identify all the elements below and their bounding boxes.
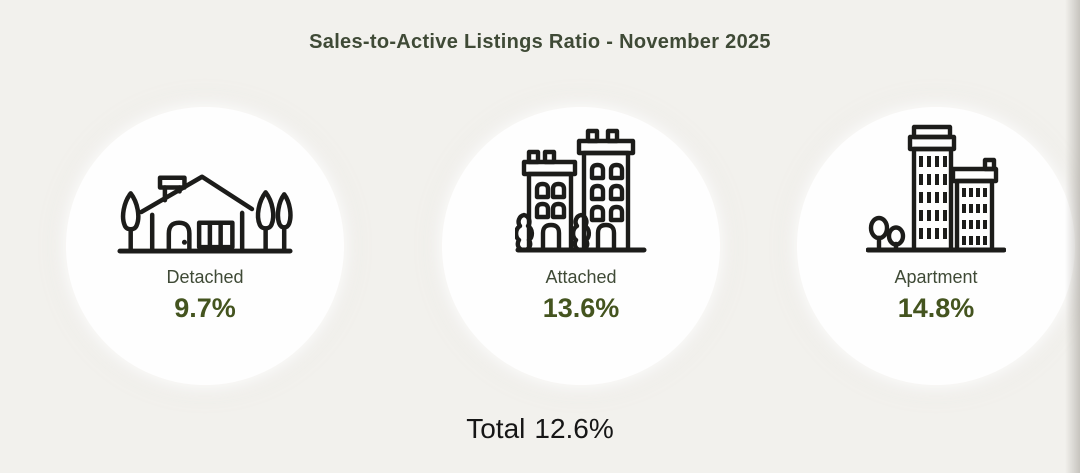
attached-houses-icon	[515, 107, 647, 254]
category-value-apartment: 14.8%	[897, 292, 975, 323]
apartment-buildings-icon	[866, 107, 1006, 254]
category-label-attached: Attached	[545, 267, 617, 287]
stat-circle-apartment: Apartment 14.8%	[797, 107, 1075, 385]
category-label-detached: Detached	[166, 267, 244, 287]
stat-circle-detached: Detached 9.7%	[66, 107, 344, 385]
chart-title: Sales-to-Active Listings Ratio - Novembe…	[309, 31, 771, 53]
attached-houses-icon	[515, 128, 647, 253]
detached-house-icon	[117, 107, 293, 254]
total-label: Total	[466, 413, 526, 444]
total-value: 12.6%	[534, 413, 614, 444]
total-line: Total 12.6%	[0, 413, 1080, 445]
category-value-detached: 9.7%	[174, 292, 236, 323]
stat-circle-attached: Attached 13.6%	[442, 107, 720, 385]
category-value-attached: 13.6%	[542, 292, 620, 323]
detached-house-icon	[117, 174, 293, 254]
category-label-apartment: Apartment	[894, 267, 978, 287]
apartment-buildings-icon	[866, 124, 1006, 253]
